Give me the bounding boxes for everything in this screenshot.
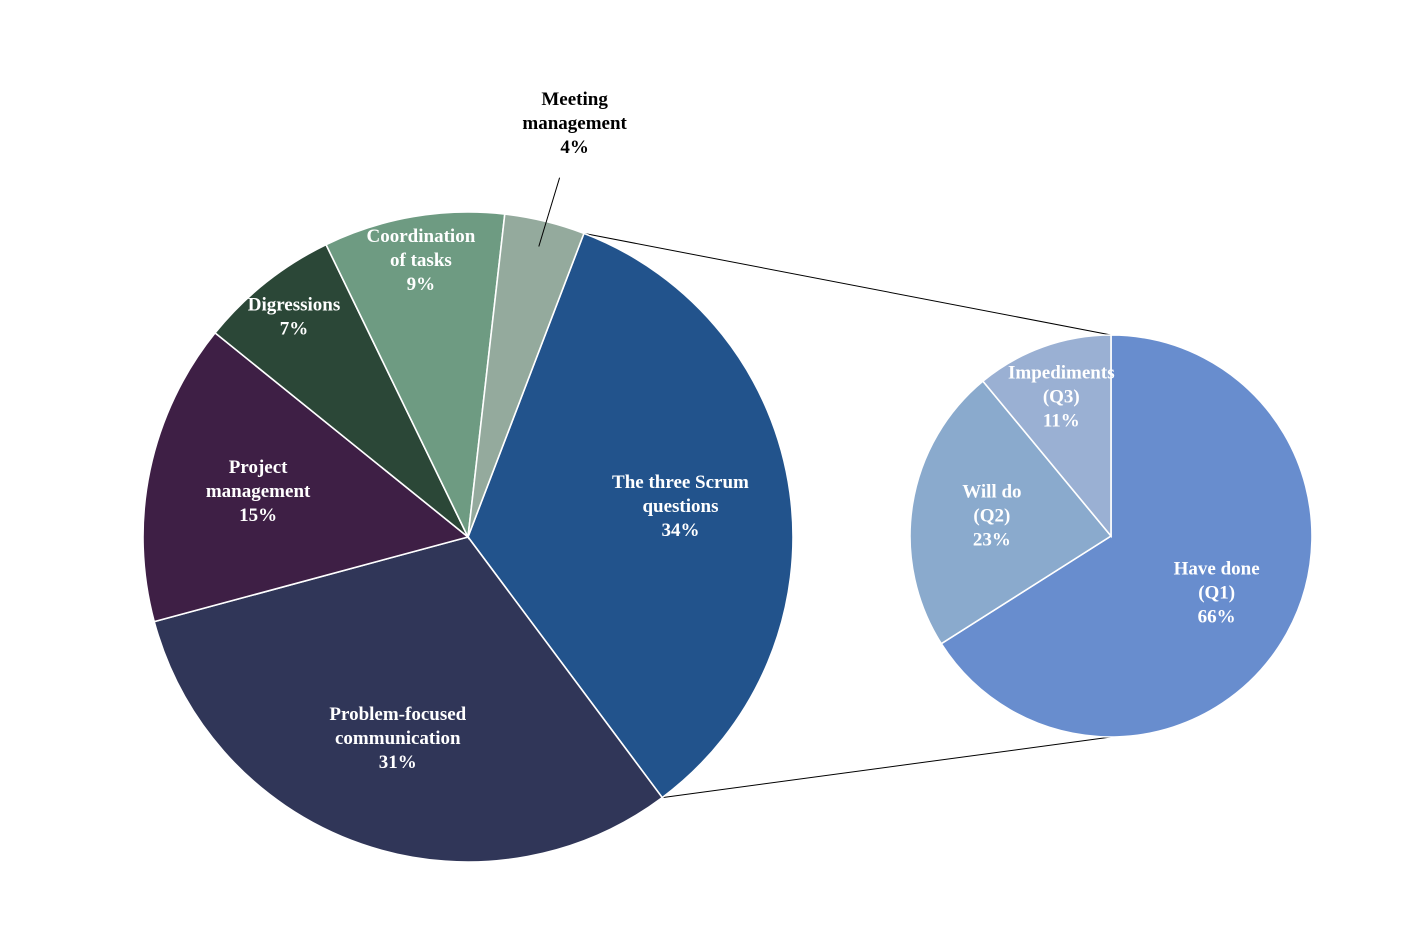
main-pie-label-line: 31%	[379, 752, 417, 773]
sub-pie-label-line: 23%	[973, 529, 1011, 550]
sub-pie-labels: Have done (Q1) 66% Will do (Q2) 23% Impediment…	[962, 362, 1259, 627]
main-pie-label-problem-focused-communication: Problem-focused communication 31%	[329, 704, 466, 773]
sub-pie-label-line: Will do	[962, 481, 1021, 502]
sub-pie-label-will-do-q2: Will do (Q2) 23%	[962, 481, 1021, 550]
sub-pie-label-have-done-q1: Have done (Q1) 66%	[1174, 558, 1260, 627]
main-pie-label-project-management: Project management 15%	[206, 457, 311, 526]
main-pie-label-line: management	[522, 113, 627, 134]
sub-pie-label-line: (Q2)	[973, 505, 1010, 526]
sub-pie	[909, 334, 1313, 738]
connector-line-top	[583, 232, 1112, 336]
main-pie-label-line: 9%	[407, 274, 436, 295]
main-pie-slice-coordination-of-tasks	[324, 211, 506, 540]
sub-pie-slice-have-done-q1	[940, 334, 1313, 738]
main-pie-label-line: Project	[229, 457, 288, 478]
sub-pie-label-line: Impediments	[1008, 362, 1115, 383]
main-pie-label-digressions: Digressions 7%	[248, 295, 341, 340]
main-pie-label-the-three-scrum-questions: The three Scrum questions 34%	[612, 472, 749, 541]
main-pie-slice-problem-focused-communication	[153, 536, 664, 863]
main-pie	[142, 211, 794, 863]
main-pie-label-line: 4%	[560, 137, 589, 158]
main-pie-slice-the-three-scrum-questions	[467, 232, 794, 799]
main-pie-label-meeting-management: Meeting management 4%	[522, 89, 627, 158]
sub-pie-label-impediments-q3: Impediments (Q3) 11%	[1008, 362, 1115, 431]
main-pie-slice-project-management	[142, 331, 470, 623]
main-pie-label-line: 15%	[239, 505, 277, 526]
main-pie-labels: The three Scrum questions 34% Problem-focus…	[206, 89, 749, 773]
main-pie-label-line: The three Scrum	[612, 472, 749, 493]
main-pie-label-line: Problem-focused	[329, 704, 466, 725]
connector-line-bottom	[662, 736, 1112, 799]
sub-pie-slice-will-do-q2	[909, 380, 1113, 645]
main-pie-label-line: communication	[335, 728, 461, 749]
main-pie-label-line: Coordination	[367, 226, 476, 247]
sub-pie-label-line: 11%	[1043, 410, 1080, 431]
main-pie-label-line: Digressions	[248, 295, 341, 316]
sub-pie-label-line: (Q1)	[1198, 582, 1235, 603]
main-pie-label-line: 34%	[661, 520, 699, 541]
sub-pie-slice-impediments-q3	[981, 334, 1112, 539]
sub-pie-label-line: Have done	[1174, 558, 1260, 579]
sub-pie-label-line: 66%	[1198, 606, 1236, 627]
main-pie-label-coordination-of-tasks: Coordination of tasks 9%	[367, 226, 476, 295]
main-pie-label-line: of tasks	[390, 250, 452, 271]
main-pie-label-line: questions	[642, 496, 718, 517]
main-pie-label-line: Meeting	[541, 89, 608, 110]
connector-lines	[583, 232, 1112, 799]
main-pie-label-line: management	[206, 481, 311, 502]
main-pie-label-line: 7%	[280, 319, 309, 340]
sub-pie-label-line: (Q3)	[1043, 386, 1080, 407]
main-pie-slice-meeting-management	[467, 213, 585, 538]
main-pie-slice-digressions	[213, 243, 469, 538]
leader-line-meeting-management	[538, 177, 561, 247]
